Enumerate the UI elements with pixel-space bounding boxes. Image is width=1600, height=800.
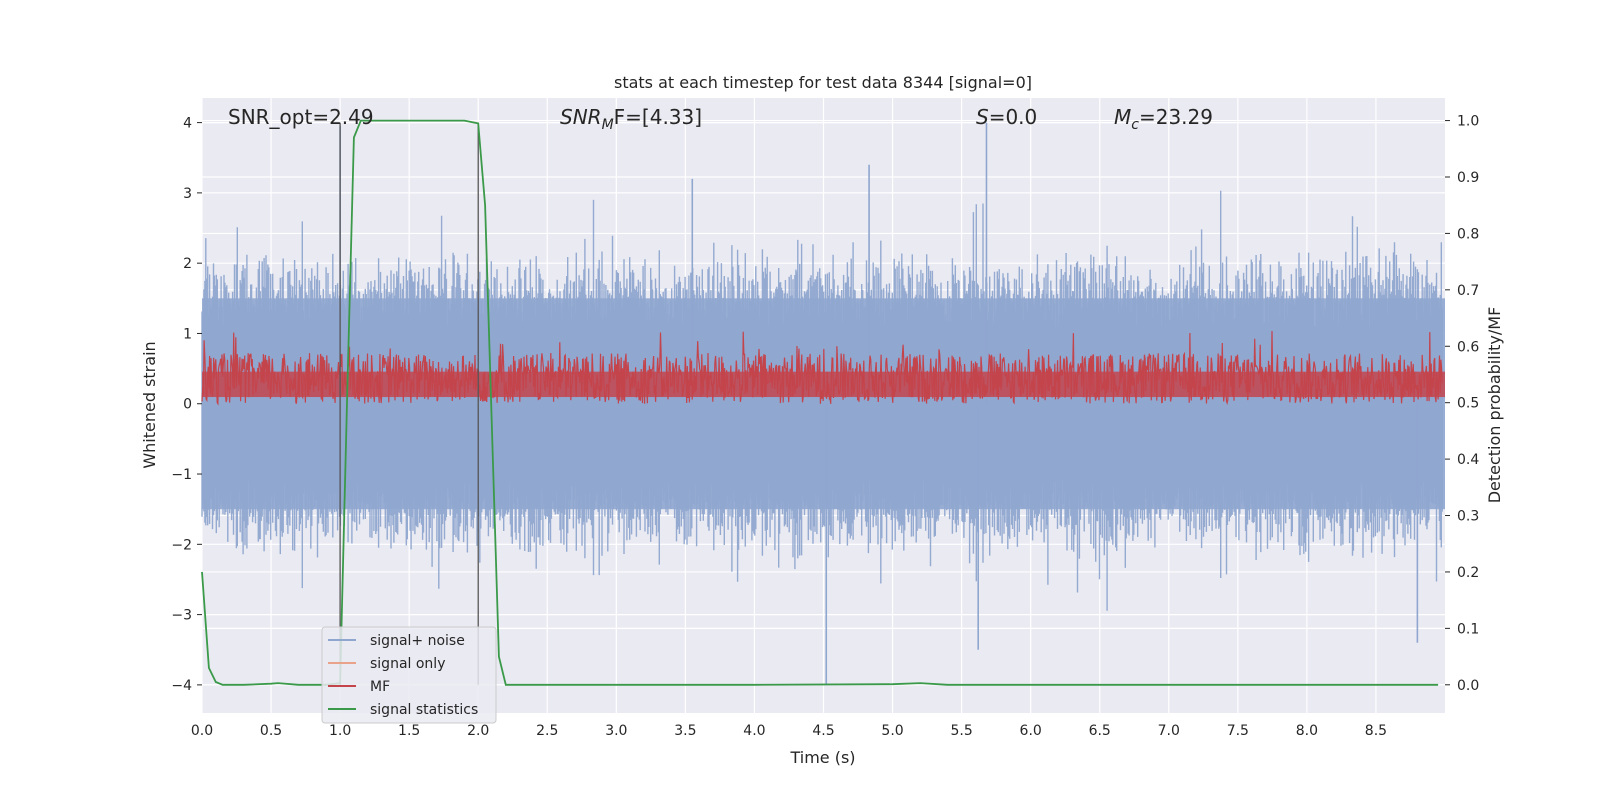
y-axis-label-right: Detection probability/MF xyxy=(1485,307,1504,504)
y-tick-label-right: 0.0 xyxy=(1457,678,1479,694)
y-tick-label-right: 1.0 xyxy=(1457,114,1479,130)
x-tick-label: 4.5 xyxy=(812,723,834,739)
x-tick-label: 4.0 xyxy=(743,723,765,739)
x-tick-label: 8.5 xyxy=(1365,723,1387,739)
x-tick-label: 2.0 xyxy=(467,723,489,739)
y-tick-label-right: 0.5 xyxy=(1457,396,1479,412)
series-mf-core xyxy=(202,371,1445,398)
y-tick-label-left: −1 xyxy=(171,467,192,483)
x-tick-label: 3.0 xyxy=(605,723,627,739)
y-tick-label-left: 0 xyxy=(183,397,192,413)
y-tick-label-right: 0.7 xyxy=(1457,283,1479,299)
y-tick-label-left: 4 xyxy=(183,116,192,132)
legend-box xyxy=(321,626,497,724)
y-tick-label-left: 2 xyxy=(183,256,192,272)
x-tick-label: 3.5 xyxy=(674,723,696,739)
y-tick-label-right: 0.3 xyxy=(1457,509,1479,525)
y-tick-label-right: 0.2 xyxy=(1457,565,1479,581)
legend-label-signal-noise: signal+ noise xyxy=(370,633,465,649)
legend-label-mf: MF xyxy=(370,679,390,695)
y-tick-label-right: 0.9 xyxy=(1457,170,1479,186)
y-tick-label-left: 3 xyxy=(183,186,192,202)
y-tick-label-left: −3 xyxy=(171,608,192,624)
x-tick-label: 2.5 xyxy=(536,723,558,739)
y-tick-label-left: −4 xyxy=(171,678,192,694)
y-axis-label-left: Whitened strain xyxy=(140,341,159,468)
y-tick-label-left: 1 xyxy=(183,326,192,342)
annotation-mc: Mc=23.29 xyxy=(1114,105,1213,133)
chart-title: stats at each timestep for test data 834… xyxy=(614,73,1032,92)
s-main: S xyxy=(976,105,989,129)
annotation-snr-mf: SNRMF=[4.33] xyxy=(560,105,702,133)
legend: signal+ noise signal only MF signal stat… xyxy=(321,626,497,724)
axes: 0.0 0.5 1.0 1.5 2.0 2.5 3.0 3.5 4.0 4.5 5.0 5.5 6.0 6… xyxy=(171,114,1479,739)
y-tick-label-right: 0.6 xyxy=(1457,339,1479,355)
annotation-snr-opt: SNR_opt=2.49 xyxy=(228,105,374,129)
y-tick-label-right: 0.8 xyxy=(1457,226,1479,242)
legend-label-signal-statistics: signal statistics xyxy=(370,702,478,718)
mc-tail: =23.29 xyxy=(1139,105,1213,129)
mc-sub: c xyxy=(1131,117,1139,133)
plot-area xyxy=(201,119,1445,686)
x-tick-label: 8.0 xyxy=(1296,723,1318,739)
x-tick-label: 6.0 xyxy=(1020,723,1042,739)
series-signal-statistics xyxy=(201,119,1439,686)
s-tail: =0.0 xyxy=(989,105,1038,129)
series-signal-noise-core xyxy=(202,298,1445,510)
x-tick-label: 7.0 xyxy=(1158,723,1180,739)
x-tick-label: 7.5 xyxy=(1227,723,1249,739)
y-tick-label-right: 0.4 xyxy=(1457,452,1479,468)
x-tick-label: 5.5 xyxy=(950,723,972,739)
legend-label-signal-only: signal only xyxy=(370,656,445,672)
annotation-s: S=0.0 xyxy=(976,105,1037,129)
x-tick-label: 0.5 xyxy=(260,723,282,739)
x-axis-label: Time (s) xyxy=(789,748,855,767)
x-tick-label: 5.0 xyxy=(881,723,903,739)
y-tick-label-left: −2 xyxy=(171,537,192,553)
mc-main: M xyxy=(1114,105,1131,129)
y-tick-label-right: 0.1 xyxy=(1457,621,1479,637)
x-tick-label: 6.5 xyxy=(1089,723,1111,739)
snr-mf-sub: M xyxy=(602,117,614,133)
x-tick-label: 1.0 xyxy=(329,723,351,739)
snr-mf-tail: F=[4.33] xyxy=(614,105,702,129)
snr-mf-main: SNR xyxy=(560,105,602,129)
x-tick-label: 1.5 xyxy=(398,723,420,739)
x-tick-label: 0.0 xyxy=(191,723,213,739)
